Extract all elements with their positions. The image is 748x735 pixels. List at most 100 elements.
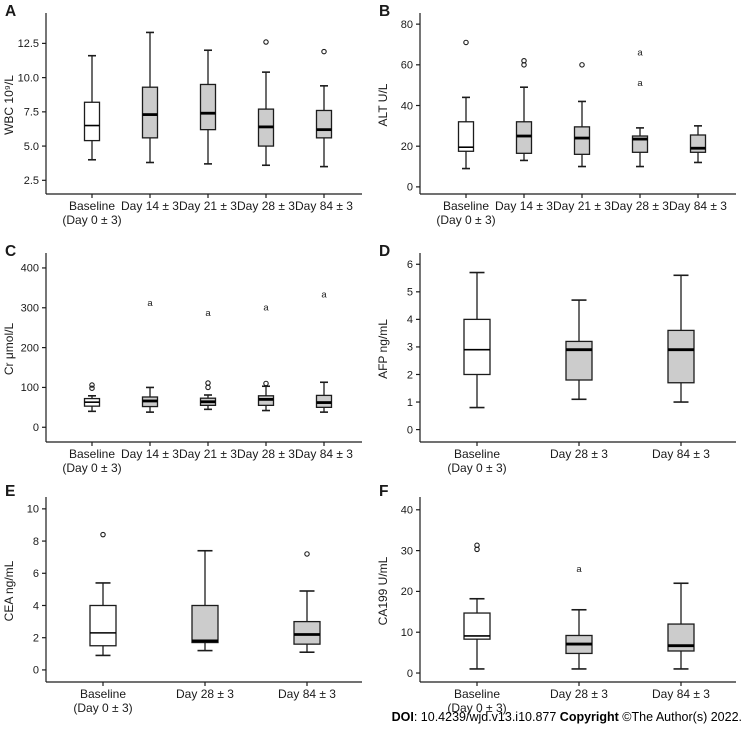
box [565, 340, 593, 381]
outlier-circle [263, 380, 269, 387]
outlier-circle [579, 62, 585, 68]
panel-B: B ALT U/L 0 20 40 60 80 Baseline (Day 0 ± 3) Day … [374, 0, 748, 240]
copyright-value: ©The Author(s) 2022. [618, 710, 742, 724]
category-label-line2: (Day 0 ± 3) [447, 461, 506, 475]
y-tick-label: 2 [33, 633, 39, 645]
outlier-a-marker: a [637, 48, 643, 59]
box [83, 101, 101, 142]
box [315, 109, 333, 139]
outlier-circle [304, 551, 310, 557]
category-label: Day 21 ± 3 [179, 199, 237, 213]
y-tick-label: 0 [407, 668, 413, 680]
box-plot: a [199, 308, 217, 411]
category-label: Day 84 ± 3 [278, 687, 336, 701]
box-plot: aa [631, 48, 649, 168]
box-plot [83, 54, 101, 161]
outlier-circle [89, 382, 95, 388]
box-plot: a [565, 564, 593, 670]
outlier-circle [521, 58, 527, 64]
y-tick-label: 0 [33, 422, 39, 434]
category-label: Day 28 ± 3 [237, 199, 295, 213]
box-plot [293, 551, 321, 654]
box-plot [463, 542, 491, 670]
box [667, 329, 695, 384]
category-label-line2: (Day 0 ± 3) [447, 701, 506, 715]
y-axis-label: ALT U/L [376, 83, 390, 126]
y-tick-label: 60 [401, 60, 413, 72]
box [199, 83, 217, 131]
y-tick-label: 40 [401, 100, 413, 112]
category-label: Day 21 ± 3 [179, 447, 237, 461]
y-tick-label: 400 [21, 263, 39, 275]
outlier-circle [205, 384, 211, 391]
category-label: Day 28 ± 3 [611, 199, 669, 213]
panel-D: D AFP ng/mL 0 1 2 3 4 5 6 Baseline (Day 0 ± 3) Day … [374, 240, 748, 480]
y-tick-label: 80 [401, 19, 413, 31]
y-tick-label: 2 [407, 369, 413, 381]
y-tick-label: 4 [33, 600, 39, 612]
category-label-line2: (Day 0 ± 3) [62, 213, 121, 227]
doi-label: DOI [391, 710, 414, 724]
y-tick-label: 200 [21, 342, 39, 354]
doi-value: : 10.4239/wjd.v13.i10.877 [413, 710, 560, 724]
panel-F: F CA199 U/mL 0 10 20 30 40 Baseline (Day 0 ± 3) D… [374, 480, 748, 735]
box [573, 126, 591, 155]
copyright-label: Copyright [559, 710, 619, 724]
category-label: Baseline [454, 687, 500, 701]
y-tick-label: 30 [401, 545, 413, 557]
category-label: Baseline [80, 687, 126, 701]
box [463, 318, 491, 376]
category-label: Day 14 ± 3 [495, 199, 553, 213]
y-tick-label: 1 [407, 397, 413, 409]
box [689, 134, 707, 153]
outlier-circle [321, 48, 327, 55]
panel-letter: D [379, 243, 390, 260]
box-plot [689, 125, 707, 164]
y-tick-label: 20 [401, 586, 413, 598]
box [293, 620, 321, 645]
outlier-circle [463, 39, 469, 46]
outlier-a-marker: a [147, 298, 153, 309]
y-tick-label: 5 [407, 287, 413, 299]
outlier-a-marker: a [205, 308, 211, 319]
category-label: Day 21 ± 3 [553, 199, 611, 213]
box-plot [667, 582, 695, 670]
y-tick-label: 0 [407, 182, 413, 194]
y-tick-label: 300 [21, 303, 39, 315]
category-label: Day 28 ± 3 [176, 687, 234, 701]
box [457, 121, 475, 152]
panel-letter: E [5, 483, 15, 500]
y-tick-label: 0 [407, 424, 413, 436]
y-tick-label: 6 [33, 568, 39, 580]
box-plot: a [315, 290, 333, 413]
outlier-a-marker: a [576, 564, 582, 575]
category-label: Day 84 ± 3 [295, 447, 353, 461]
panel-letter: C [5, 243, 16, 260]
panel-D-chart: D AFP ng/mL 0 1 2 3 4 5 6 Baseline(Day 0 ± 3) Day … [376, 243, 736, 475]
category-label: Day 84 ± 3 [652, 447, 710, 461]
y-tick-label: 6 [407, 259, 413, 271]
category-label: Day 84 ± 3 [669, 199, 727, 213]
y-axis-label: CA199 U/mL [376, 556, 390, 625]
box [141, 86, 159, 139]
category-label: Day 84 ± 3 [295, 199, 353, 213]
category-label: Day 14 ± 3 [121, 199, 179, 213]
category-label: Day 28 ± 3 [550, 447, 608, 461]
category-label: Day 28 ± 3 [237, 447, 295, 461]
panel-A-chart: A WBC 10⁹/L 2.5 5.0 7.5 10.0 12.5 Baseline(Day … [2, 3, 362, 227]
box-plot [199, 49, 217, 165]
category-label-line2: (Day 0 ± 3) [73, 701, 132, 715]
category-label: Day 84 ± 3 [652, 687, 710, 701]
box-plot: a [141, 298, 159, 413]
box [515, 121, 533, 154]
panel-E: E CEA ng/mL 0 2 4 6 8 10 Baseline (Day 0 ± 3) Day … [0, 480, 374, 735]
box-plot [83, 382, 101, 413]
box [191, 604, 219, 644]
category-label: Baseline [443, 199, 489, 213]
category-label-line2: (Day 0 ± 3) [62, 461, 121, 475]
box [89, 604, 117, 647]
outlier-circle [263, 39, 269, 45]
category-label: Baseline [69, 199, 115, 213]
